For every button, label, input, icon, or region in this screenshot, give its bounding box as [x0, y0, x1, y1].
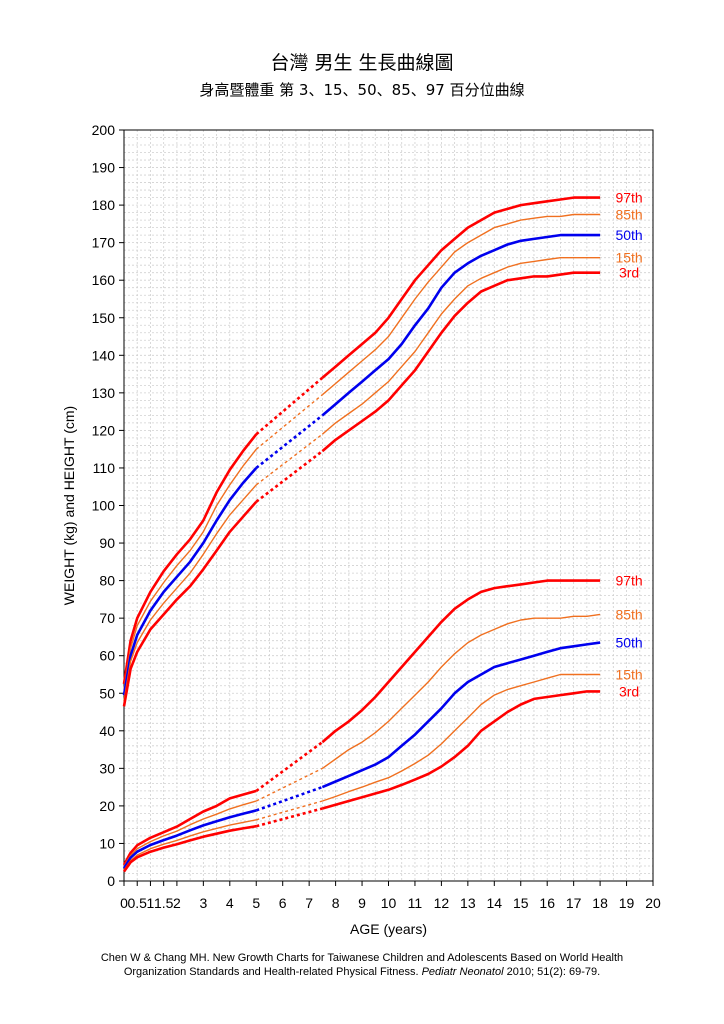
height-curve-85th-early [123, 448, 257, 690]
y-tick-label: 190 [92, 160, 116, 176]
x-tick-label: 13 [460, 895, 476, 911]
y-tick-label: 60 [99, 648, 115, 664]
height-label-50th: 50th [615, 227, 642, 243]
height-curve-85th-gap [255, 394, 323, 450]
y-tick-label: 180 [92, 197, 116, 213]
x-tick-label: 19 [619, 895, 635, 911]
height-curve-3rd-gap [255, 450, 324, 503]
height-label-3rd: 3rd [619, 265, 639, 281]
height-curve-3rd-late [321, 271, 601, 453]
y-tick-label: 110 [93, 460, 116, 476]
citation-line-1: Chen W & Chang MH. New Growth Charts for… [100, 952, 624, 964]
axes: 0102030405060708090100110120130140150160… [61, 122, 661, 937]
weight-label-3rd: 3rd [619, 683, 639, 699]
y-tick-label: 150 [92, 310, 116, 326]
x-tick-label: 7 [305, 895, 313, 911]
height-curve-85th-late [321, 213, 601, 396]
y-tick-label: 20 [99, 798, 115, 814]
weight-curve-15th-late [322, 673, 601, 802]
x-tick-label: 18 [592, 895, 608, 911]
x-tick-label: 14 [487, 895, 503, 911]
weight-curve-15th-gap [256, 800, 323, 821]
height-curve-15th-early [123, 484, 257, 701]
x-tick-label: 11 [408, 895, 423, 911]
x-tick-label: 4 [226, 895, 234, 911]
y-tick-label: 0 [107, 873, 115, 889]
y-tick-label: 40 [99, 723, 115, 739]
weight-curve-50th-early [122, 809, 257, 869]
x-tick-label: 9 [358, 895, 366, 911]
weight-curve-50th-late [321, 641, 601, 789]
y-tick-label: 100 [92, 498, 116, 514]
x-tick-label: 16 [539, 895, 555, 911]
weight-label-15th: 15th [615, 666, 642, 682]
height-curve-50th-early [122, 467, 258, 696]
citation: Chen W & Chang MH. New Growth Charts for… [0, 951, 724, 979]
x-tick-label: 1 [147, 895, 155, 911]
y-tick-label: 10 [99, 835, 115, 851]
x-tick-label: 20 [645, 895, 661, 911]
citation-line-2-end: 2010; 51(2): 69-79. [503, 966, 601, 978]
height-curve-50th-late [321, 233, 601, 417]
height-curve-97th-early [122, 433, 258, 685]
y-tick-label: 130 [92, 385, 116, 401]
citation-line-2-text: Organization Standards and Health-relate… [123, 966, 422, 978]
y-tick-label: 170 [92, 235, 116, 251]
weight-curve-85th-early [123, 800, 257, 867]
y-tick-label: 30 [99, 760, 115, 776]
chart-title: 台灣 男生 生長曲線圖 [270, 52, 454, 74]
weight-curve-97th-gap [255, 741, 324, 792]
height-curve-97th-gap [255, 376, 324, 436]
weight-label-85th: 85th [615, 606, 642, 622]
weight-curve-97th-early [122, 789, 257, 866]
y-tick-label: 160 [92, 272, 116, 288]
y-axis-title: WEIGHT (kg) and HEIGHT (cm) [61, 406, 77, 605]
x-tick-label: 0 [120, 895, 128, 911]
citation-journal: Pediatr Neonatol [421, 966, 504, 978]
percentile-curves [122, 196, 601, 873]
x-tick-label: 1.5 [154, 895, 174, 911]
weight-curve-85th-gap [255, 767, 323, 802]
height-curve-3rd-early [122, 500, 258, 707]
x-tick-label: 12 [434, 895, 450, 911]
x-tick-label: 3 [199, 895, 207, 911]
height-curve-15th-gap [255, 433, 323, 486]
height-curve-97th-late [321, 196, 601, 379]
citation-line-2: Organization Standards and Health-relate… [0, 965, 724, 979]
x-tick-label: 0.5 [127, 895, 147, 911]
x-tick-label: 8 [332, 895, 340, 911]
y-tick-label: 140 [92, 347, 116, 363]
x-tick-label: 2 [173, 895, 181, 911]
weight-curve-15th-early [123, 819, 257, 871]
weight-label-50th: 50th [615, 635, 642, 651]
weight-label-97th: 97th [615, 573, 642, 589]
y-tick-label: 90 [99, 535, 115, 551]
y-tick-label: 200 [92, 122, 116, 138]
x-tick-label: 10 [381, 895, 397, 911]
grid [124, 130, 653, 881]
y-tick-label: 120 [92, 422, 116, 438]
x-tick-label: 5 [252, 895, 260, 911]
height-label-85th: 85th [615, 206, 642, 222]
weight-curve-97th-late [321, 579, 601, 744]
weight-curve-3rd-late [322, 690, 601, 810]
y-tick-label: 80 [99, 573, 115, 589]
x-tick-label: 6 [279, 895, 287, 911]
height-curve-50th-gap [255, 414, 324, 469]
y-tick-label: 50 [99, 685, 115, 701]
weight-curve-3rd-gap [255, 807, 323, 828]
x-tick-label: 15 [513, 895, 529, 911]
height-curve-15th-late [321, 257, 601, 435]
weight-curve-3rd-early [122, 824, 257, 873]
height-label-97th: 97th [615, 190, 642, 206]
chart-subtitle: 身高暨體重 第 3、15、50、85、97 百分位曲線 [199, 81, 525, 99]
weight-curve-85th-late [321, 613, 601, 769]
height-label-15th: 15th [615, 250, 642, 266]
x-axis-title: AGE (years) [350, 921, 427, 937]
x-tick-label: 17 [566, 895, 582, 911]
y-tick-label: 70 [99, 610, 115, 626]
